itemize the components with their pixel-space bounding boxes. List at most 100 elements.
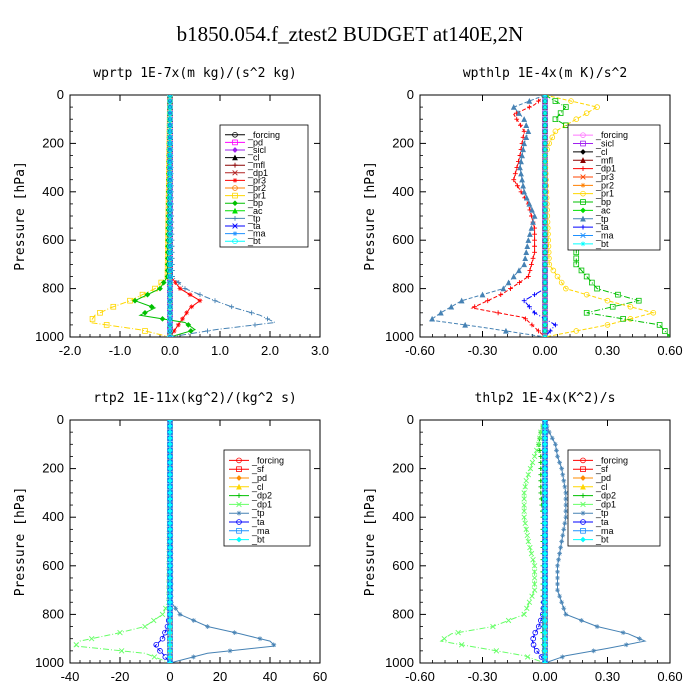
series-bt-point	[542, 514, 548, 521]
legend-entry-sicl-label: _sicl	[247, 145, 266, 155]
legend-entry-mfl-marker	[232, 162, 238, 168]
series-dp1-point	[527, 465, 534, 472]
series-pr3-line	[169, 95, 201, 337]
series-bt	[167, 95, 173, 337]
series-tp-point	[271, 642, 277, 648]
series-bt-point	[542, 147, 548, 152]
series-bt-point	[167, 164, 173, 171]
series-ta-point	[162, 654, 169, 660]
series-bp-point	[615, 291, 621, 298]
series-tp-point	[555, 581, 560, 587]
legend-entry-sf-label: _sf	[251, 464, 265, 474]
series-bt-point	[167, 140, 173, 147]
legend-entry-pd-marker	[236, 475, 242, 481]
legend-entry-ma-marker	[580, 232, 586, 239]
y-tick-label: 1000	[385, 655, 414, 670]
x-tick-label: 40	[263, 669, 277, 684]
series-bt-point	[167, 225, 173, 231]
series-bt-point	[542, 98, 548, 104]
series-bt-point	[167, 544, 173, 551]
series-dp1-point	[151, 654, 158, 660]
series-tp	[429, 95, 548, 337]
legend-entry-pr3: _pr3	[573, 172, 614, 182]
series-bp-point	[552, 98, 559, 104]
series-ta-point	[535, 623, 542, 630]
legend-entry-ma: _ma	[573, 526, 614, 536]
series-bt-point	[167, 279, 173, 286]
series-pr1-point	[563, 285, 569, 292]
series-bt-point	[542, 502, 548, 508]
series-ma-point	[167, 255, 173, 261]
series-tp-point	[510, 104, 517, 110]
series-tp-point	[559, 654, 565, 660]
series-bt-point	[167, 459, 173, 466]
series-bt-point	[167, 207, 173, 213]
series-tp-point	[527, 231, 533, 237]
legend-entry-pd-marker	[580, 475, 586, 481]
series-tp-point	[526, 97, 533, 104]
series-tp-point	[558, 545, 564, 550]
plot-area	[439, 420, 647, 663]
legend-entry-dp2-marker	[236, 493, 242, 498]
series-tp-point	[559, 539, 565, 544]
legend-entry-bp-label: _bp	[595, 197, 611, 207]
panel-title: thlp2 1E-4x(K^2)/s	[475, 391, 616, 406]
series-bt-point	[542, 544, 548, 551]
series-bt-point	[542, 496, 548, 502]
legend-entry-tp-label: _tp	[251, 508, 265, 518]
series-bt-point	[542, 268, 548, 273]
series-bt-point	[542, 304, 548, 310]
legend-entry-ac-label: _ac	[595, 205, 611, 215]
series-ma-point	[167, 147, 173, 152]
legend-entry-tp-label: _tp	[595, 214, 609, 224]
series-dp1-point	[525, 274, 531, 279]
y-tick-label: 0	[57, 412, 64, 427]
series-tp-point	[520, 182, 527, 189]
series-tp-point	[557, 551, 562, 557]
series-dp1-point	[529, 459, 536, 466]
legend-entry-dp2-label: _dp2	[595, 491, 616, 501]
series-dp1-point	[526, 599, 533, 605]
legend-entry-ta-marker	[232, 223, 238, 229]
series-bt-point	[542, 420, 548, 423]
series-ma-point	[167, 286, 173, 291]
series-bp-point	[594, 285, 600, 292]
legend-entry-bp: _bp	[225, 198, 263, 208]
x-tick-label: 3.0	[311, 343, 329, 358]
legend-entry-bt-label: _bt	[247, 236, 261, 246]
series-dp1-point	[524, 532, 531, 539]
series-bt-point	[542, 605, 548, 612]
series-bt-point	[167, 328, 173, 334]
series-bt-point	[167, 285, 173, 292]
series-bt-point	[167, 502, 173, 508]
series-bt-point	[542, 298, 548, 304]
series-dp1-point	[529, 262, 534, 267]
series-bt-point	[167, 629, 173, 636]
series-tp-point	[521, 140, 528, 147]
legend-entry-dp1-label: _dp1	[595, 499, 616, 509]
series-bt-point	[167, 249, 173, 256]
series-tp-point	[252, 322, 258, 328]
series-tp-point	[523, 249, 530, 255]
legend-entry-pr2: _pr2	[573, 180, 614, 190]
series-ta-point	[521, 298, 527, 304]
series-bt-point	[542, 453, 548, 460]
legend-entry-ta-marker	[580, 519, 586, 525]
series-bt-point	[542, 623, 548, 630]
y-tick-label: 200	[392, 461, 414, 476]
series-tp-point	[562, 484, 568, 490]
legend-entry-bt: _bt	[573, 535, 609, 545]
series-bt-point	[542, 177, 548, 183]
series-bt-point	[542, 116, 548, 122]
series-dp1-point	[532, 237, 537, 243]
series-bt-point	[167, 538, 173, 545]
legend-box	[223, 449, 311, 547]
legend-entry-mfl: _mfl	[573, 155, 613, 165]
series-bt-point	[542, 231, 548, 237]
series-dp1-point	[512, 171, 518, 177]
series-dp1-point	[521, 490, 527, 496]
legend-entry-dp2-marker	[580, 493, 586, 498]
series-bt-point	[167, 435, 173, 442]
series-ta-line	[531, 420, 546, 663]
